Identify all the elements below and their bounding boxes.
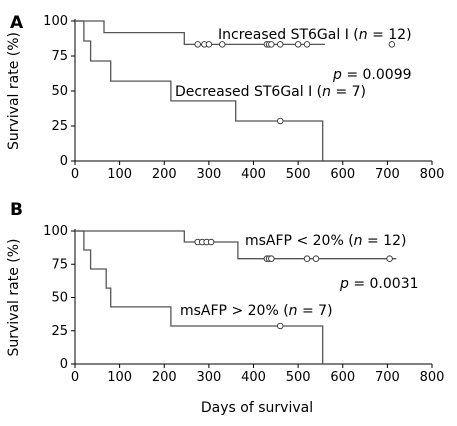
x-tick-label: 200 [152, 370, 177, 385]
censor-marker [277, 322, 284, 330]
p-value-number: = 0.0031 [349, 276, 419, 292]
panel-a: A 0 100 200 300 400 500 600 700 800 0 25 50 75 100 Surv… [6, 13, 444, 182]
censor-marker [312, 255, 320, 262]
x-tick-label: 500 [286, 370, 311, 385]
series-1: Decreased ST6Gal I (n = 7) [75, 20, 366, 161]
series-label-suffix: = 7) [298, 303, 333, 319]
series-0: Increased ST6Gal I (n = 12) [75, 20, 412, 48]
panel-label: A [10, 13, 24, 33]
y-tick-label: 50 [51, 84, 68, 99]
censor-marker [219, 41, 226, 48]
series-label: msAFP < 20% (n = 12) [245, 233, 406, 249]
p-value-number: = 0.0099 [342, 67, 412, 83]
series-label-suffix: = 7) [331, 84, 366, 100]
x-tick-label: 800 [420, 370, 445, 385]
x-tick-label: 700 [375, 167, 400, 182]
x-tick-label: 200 [152, 167, 177, 182]
x-tick-label: 800 [420, 167, 445, 182]
censor-marker [207, 238, 215, 246]
x-tick-label: 600 [330, 370, 355, 385]
y-axis-label: Survival rate (%) [6, 32, 22, 150]
censor-marker [386, 255, 393, 262]
p-value-symbol: p [339, 276, 349, 292]
censor-marker [388, 41, 396, 48]
series-label-n: n [359, 27, 368, 43]
censor-marker [268, 255, 275, 262]
series-label: Decreased ST6Gal I (n = 7) [175, 84, 366, 100]
series-label: Increased ST6Gal I (n = 12) [218, 27, 412, 43]
x-tick-label: 100 [107, 370, 132, 385]
panel-label: B [10, 200, 23, 220]
x-tick-label: 700 [375, 370, 400, 385]
x-tick-label: 0 [71, 370, 79, 385]
series-label-suffix: = 12) [368, 27, 412, 43]
y-tick-label: 100 [43, 14, 68, 29]
p-value-label: p = 0.0031 [339, 276, 419, 292]
series-1: msAFP > 20% (n = 7) [75, 230, 333, 364]
series-label-suffix: = 12) [363, 233, 407, 249]
y-tick-label: 25 [51, 119, 68, 134]
x-tick-label: 600 [330, 167, 355, 182]
x-tick-label: 300 [196, 370, 221, 385]
y-tick-label: 75 [51, 49, 68, 64]
survival-step-line [75, 20, 324, 161]
y-tick-label: 25 [51, 324, 68, 339]
survival-step-line [75, 230, 324, 364]
p-value-symbol: p [332, 67, 342, 83]
series-label-prefix: Decreased ST6Gal I ( [175, 84, 322, 100]
censor-marker [194, 41, 201, 48]
y-tick-label: 0 [60, 357, 68, 372]
x-tick-label: 100 [107, 167, 132, 182]
series-label-prefix: Increased ST6Gal I ( [218, 27, 359, 43]
x-tick-label: 300 [196, 167, 221, 182]
x-tick-label: 500 [286, 167, 311, 182]
x-tick-label: 0 [71, 167, 79, 182]
series-label-prefix: msAFP > 20% ( [180, 303, 289, 319]
series-label-n: n [354, 233, 363, 249]
censor-marker [277, 117, 284, 125]
series-label: msAFP > 20% (n = 7) [180, 303, 333, 319]
y-tick-label: 0 [60, 154, 68, 169]
censor-marker [277, 41, 284, 48]
x-tick-label: 400 [241, 167, 266, 182]
censor-marker [205, 41, 213, 48]
censor-marker [303, 255, 311, 262]
censor-marker [303, 41, 311, 48]
figure-x-axis-label: Days of survival [201, 400, 313, 416]
series-0: msAFP < 20% (n = 12) [75, 230, 406, 262]
series-label-n: n [289, 303, 298, 319]
series-label-prefix: msAFP < 20% ( [245, 233, 354, 249]
y-tick-label: 100 [43, 224, 68, 239]
p-value-label: p = 0.0099 [332, 67, 412, 83]
x-tick-label: 400 [241, 370, 266, 385]
y-tick-label: 50 [51, 291, 68, 306]
panel-b: B 0 100 200 300 400 500 600 700 800 0 25 50 75 100 Surv… [6, 200, 444, 385]
y-tick-label: 75 [51, 257, 68, 272]
series-label-n: n [322, 84, 331, 100]
y-axis-label: Survival rate (%) [6, 238, 22, 356]
censor-marker [268, 41, 275, 48]
censor-marker [294, 41, 302, 48]
